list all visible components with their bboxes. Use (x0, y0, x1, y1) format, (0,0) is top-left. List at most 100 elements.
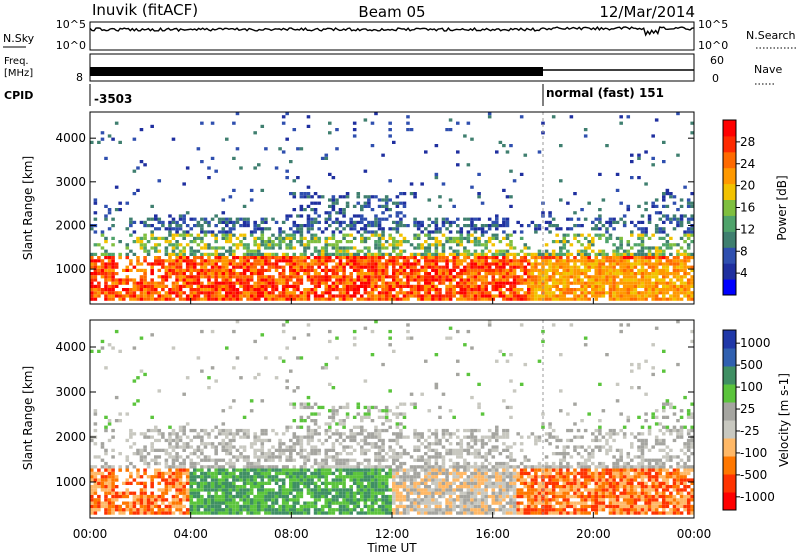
power-cell (345, 259, 350, 263)
power-cell (274, 268, 279, 272)
power-cell (271, 233, 275, 237)
power-cell (306, 246, 311, 250)
power-cell (438, 256, 442, 260)
velocity-cell (246, 494, 250, 499)
power-cell (189, 288, 194, 292)
power-cell (626, 294, 631, 298)
power-cell (683, 256, 687, 260)
power-colorbar-swatch (723, 167, 736, 185)
power-cell (622, 265, 627, 269)
power-cell (168, 227, 172, 231)
velocity-cell (214, 448, 218, 452)
power-cell (605, 278, 609, 282)
velocity-cell (253, 494, 257, 499)
power-cell (619, 265, 623, 269)
power-cell (548, 256, 552, 260)
power-cell (619, 259, 623, 263)
velocity-cell (139, 452, 144, 456)
power-cell (246, 297, 250, 301)
velocity-cell (342, 488, 346, 492)
velocity-cell (299, 425, 304, 429)
power-cell (399, 240, 403, 244)
power-cell (235, 220, 240, 224)
power-cell (146, 288, 151, 292)
power-cell (200, 272, 204, 276)
power-cell (633, 259, 638, 263)
power-cell (260, 124, 265, 128)
velocity-cell (239, 475, 243, 479)
power-cell (331, 198, 336, 202)
velocity-cell (100, 481, 105, 485)
velocity-cell (185, 471, 190, 476)
power-cell (253, 249, 257, 253)
power-cell (626, 262, 631, 266)
power-cell (352, 134, 357, 138)
velocity-cell (328, 468, 332, 472)
power-cell (427, 265, 432, 269)
power-cell (253, 272, 257, 276)
velocity-cell (125, 508, 130, 512)
velocity-cell (154, 511, 158, 515)
power-cell (683, 185, 687, 189)
velocity-cell (292, 494, 297, 499)
power-cell (146, 240, 151, 244)
power-cell (384, 246, 389, 250)
power-cell (406, 272, 410, 276)
power-cell (90, 262, 94, 266)
power-cell (647, 217, 652, 221)
noise-panel: N.Sky 10^5 10^0 10^5 10^0 N.Search (3, 18, 797, 52)
velocity-cell (264, 356, 268, 360)
power-cell (498, 262, 503, 266)
velocity-cell (203, 445, 208, 449)
power-cell (612, 217, 616, 221)
velocity-cell (335, 461, 339, 466)
power-cell (370, 259, 375, 263)
power-cell (473, 249, 478, 253)
power-cell (615, 284, 620, 288)
velocity-cell (370, 478, 375, 482)
velocity-cell (164, 461, 169, 466)
power-cell (466, 297, 471, 301)
velocity-cell (178, 428, 183, 433)
velocity-cell (363, 438, 368, 443)
power-cell (392, 243, 396, 247)
velocity-cell (100, 339, 105, 344)
power-cell (491, 243, 496, 247)
power-cell (214, 256, 218, 260)
power-cell (413, 220, 417, 224)
power-cell (381, 153, 385, 157)
velocity-cell (324, 428, 329, 433)
power-cell (633, 288, 638, 292)
power-cell (136, 256, 140, 260)
power-cell (406, 284, 410, 288)
velocity-cell (97, 455, 101, 459)
velocity-cell (249, 465, 254, 469)
velocity-cell (178, 445, 183, 449)
power-cell (207, 291, 211, 295)
power-cell (573, 259, 577, 263)
power-cell (619, 294, 623, 298)
velocity-cell (320, 405, 325, 410)
power-cell (331, 275, 336, 279)
power-cell (257, 243, 261, 247)
velocity-cell (303, 485, 307, 489)
velocity-cell (249, 481, 254, 485)
power-cell (328, 259, 332, 263)
velocity-cell (310, 412, 314, 416)
velocity-cell (193, 511, 197, 515)
power-cell (516, 252, 520, 256)
power-cell (136, 281, 140, 285)
velocity-cell (107, 438, 112, 443)
velocity-cell (299, 478, 304, 482)
power-cell (416, 236, 421, 240)
power-cell (235, 256, 240, 260)
power-cell (665, 214, 670, 218)
power-cell (456, 281, 460, 285)
power-cell (651, 281, 655, 285)
power-cell (505, 281, 510, 285)
power-cell (679, 198, 684, 202)
power-cell (313, 288, 318, 292)
power-cell (349, 275, 353, 279)
velocity-cell (189, 491, 194, 495)
velocity-cell (299, 508, 304, 512)
